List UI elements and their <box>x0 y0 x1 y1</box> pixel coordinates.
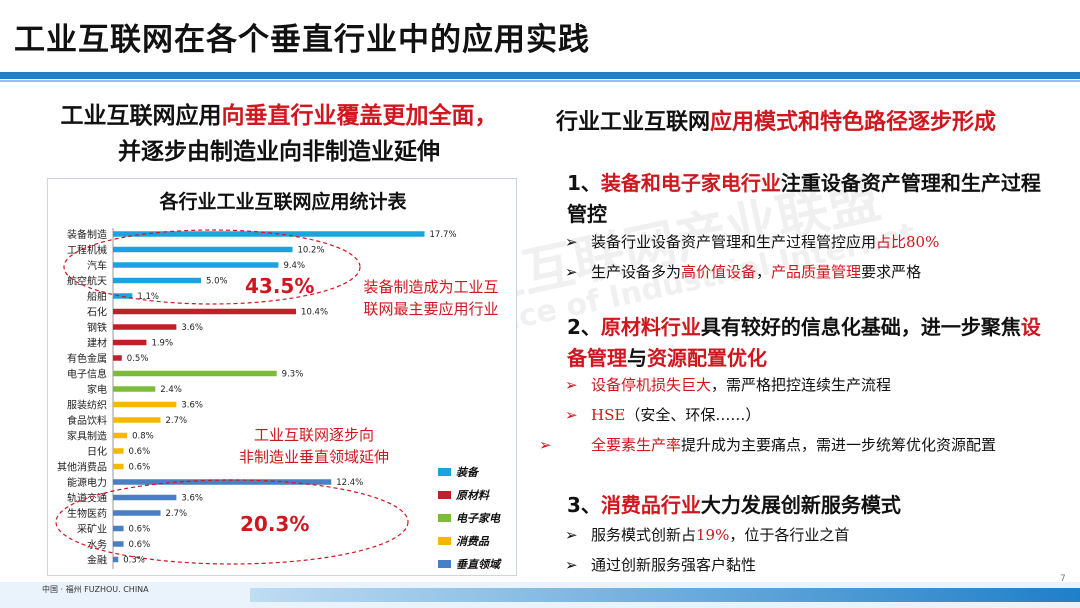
title-divider <box>0 72 1080 79</box>
section-1-num: 1、 <box>567 171 601 195</box>
callout-nonmanufacturing-line1: 工业互联网逐步向 <box>253 426 374 444</box>
bullet-text: 生产设备多为 <box>591 263 682 281</box>
arrow-icon: ➢ <box>539 436 552 454</box>
legend-item: 原材料 <box>438 483 518 506</box>
callout-equipment-line2: 联网最主要应用行业 <box>363 300 499 318</box>
section-2-rest-b: 与 <box>627 346 647 370</box>
footer-stripe <box>250 588 1080 602</box>
bullet-highlight: 产品质量管理 <box>771 263 862 281</box>
legend-label: 垂直领域 <box>456 557 500 571</box>
right-heading: 行业工业互联网应用模式和特色路径逐步形成 <box>556 104 996 136</box>
legend-swatch <box>438 467 451 476</box>
left-heading-line2: 并逐步由制造业向非制造业延伸 <box>118 139 440 165</box>
chart-title: 各行业工业互联网应用统计表 <box>159 191 407 213</box>
legend-swatch <box>438 490 451 499</box>
callout-equipment: 装备制造成为工业互 联网最主要应用行业 <box>346 276 516 320</box>
section-2-rest-a: 具有较好的信息化基础，进一步聚焦 <box>700 315 1021 339</box>
section-2-bullet-2: ➢ HSE（安全、环保……） <box>565 404 1055 427</box>
bullet-text: ， <box>756 263 772 281</box>
bullet-text: 通过创新服务强客户黏性 <box>591 556 757 574</box>
legend-swatch <box>438 559 451 568</box>
section-3-num: 3、 <box>567 493 601 517</box>
legend-label: 电子家电 <box>456 511 500 525</box>
legend-swatch <box>438 536 451 545</box>
bullet-text: ，位于各行业之首 <box>729 526 850 544</box>
equipment-share-label: 43.5% <box>245 274 315 298</box>
right-heading-b: 应用模式和特色路径逐步形成 <box>710 110 997 135</box>
arrow-icon: ➢ <box>565 556 578 574</box>
section-2-bullet-1: ➢ 设备停机损失巨大，需严格把控连续生产流程 <box>565 374 1055 397</box>
left-heading: 工业互联网应用向垂直行业覆盖更加全面， 并逐步由制造业向非制造业延伸 <box>44 98 514 170</box>
bullet-highlight: 高价值设备 <box>681 263 757 281</box>
section-1-bullet-1: ➢ 装备行业设备资产管理和生产过程管控应用占比80% <box>565 231 1055 254</box>
bullet-highlight: 设备停机损失巨大 <box>591 376 712 394</box>
right-heading-a: 行业工业互联网 <box>556 110 711 135</box>
bullet-text: 要求严格 <box>861 263 922 281</box>
arrow-icon: ➢ <box>565 526 578 544</box>
section-3-bullet-2: ➢ 通过创新服务强客户黏性 <box>565 554 1055 577</box>
section-2-highlight-2: 设备管理 <box>567 315 1041 370</box>
section-1-bullet-2: ➢ 生产设备多为高价值设备，产品质量管理要求严格 <box>565 261 1055 284</box>
callout-equipment-line1: 装备制造成为工业互 <box>363 278 499 296</box>
legend-swatch <box>438 513 451 522</box>
bullet-highlight: HSE <box>591 406 626 424</box>
section-3-highlight: 消费品行业 <box>600 493 701 517</box>
legend-item: 装备 <box>438 460 518 483</box>
bullet-text: ，需严格把控连续生产流程 <box>711 376 892 394</box>
title-divider-thin <box>0 80 1080 82</box>
section-1-heading: 1、装备和电子家电行业注重设备资产管理和生产过程管控 <box>567 168 1047 230</box>
section-2-bullet-3: ➢ 全要素生产率提升成为主要痛点，需进一步统筹优化资源配置 <box>539 434 1005 457</box>
page-number: 7 <box>1060 574 1066 584</box>
arrow-icon: ➢ <box>565 233 578 251</box>
vertical-share-label: 20.3% <box>240 512 310 536</box>
section-3-bullet-1: ➢ 服务模式创新占19%，位于各行业之首 <box>565 524 1055 547</box>
section-1-highlight: 装备和电子家电行业 <box>600 171 781 195</box>
callout-nonmanufacturing: 工业互联网逐步向 非制造业垂直领域延伸 <box>214 424 414 468</box>
arrow-icon: ➢ <box>565 376 578 394</box>
bullet-text: 提升成为主要痛点，需进一步统筹优化资源配置 <box>681 436 997 454</box>
left-heading-line1-b: 向垂直行业覆盖更加全面， <box>221 103 498 129</box>
legend-label: 装备 <box>456 465 478 479</box>
arrow-icon: ➢ <box>565 263 578 281</box>
page-title: 工业互联网在各个垂直行业中的应用实践 <box>14 22 590 58</box>
bullet-highlight: 19% <box>696 526 730 544</box>
chart-legend: 装备 原材料 电子家电 消费品 垂直领域 <box>438 460 518 575</box>
bullet-text: 装备行业设备资产管理和生产过程管控应用 <box>591 233 877 251</box>
bullet-text: 服务模式创新占 <box>591 526 697 544</box>
section-2-heading: 2、原材料行业具有较好的信息化基础，进一步聚焦设备管理与资源配置优化 <box>567 312 1047 374</box>
legend-item: 垂直领域 <box>438 552 518 575</box>
legend-label: 消费品 <box>456 534 489 548</box>
left-heading-line1-a: 工业互联网应用 <box>60 103 222 129</box>
bullet-text: （安全、环保……） <box>625 406 761 424</box>
callout-nonmanufacturing-line2: 非制造业垂直领域延伸 <box>238 448 389 466</box>
bullet-highlight: 占比80% <box>876 233 940 251</box>
section-3-heading: 3、消费品行业大力发展创新服务模式 <box>567 490 1047 521</box>
section-3-rest: 大力发展创新服务模式 <box>700 493 901 517</box>
section-1-rest: 注重设备资产管理和生产过程管控 <box>567 171 1041 226</box>
legend-label: 原材料 <box>456 488 489 502</box>
legend-item: 消费品 <box>438 529 518 552</box>
section-2-highlight-3: 资源配置优化 <box>647 346 767 370</box>
section-2-num: 2、 <box>567 315 601 339</box>
bullet-highlight: 全要素生产率 <box>591 436 682 454</box>
footer-text: 中国 · 福州 FUZHOU. CHINA <box>42 585 149 594</box>
section-2-highlight: 原材料行业 <box>600 315 701 339</box>
legend-item: 电子家电 <box>438 506 518 529</box>
arrow-icon: ➢ <box>565 406 578 424</box>
